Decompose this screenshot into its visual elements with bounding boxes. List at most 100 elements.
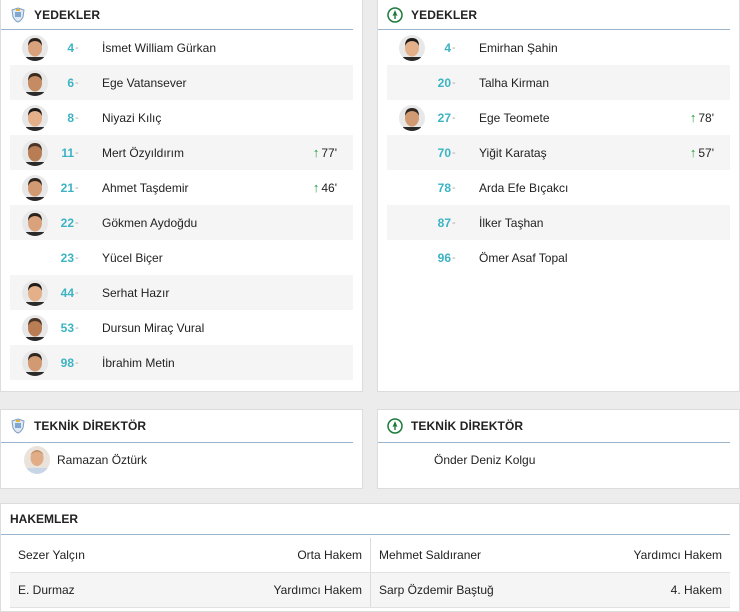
referees-table: Sezer Yalçın Orta Hakem Mehmet Saldıraner Y… <box>10 538 730 608</box>
player-photo <box>22 105 48 131</box>
separator-dash: - <box>75 216 79 229</box>
player-number: 96 <box>437 250 451 265</box>
player-photo-image <box>399 105 425 131</box>
home-team-crest-icon <box>11 6 25 23</box>
home-subs-header: YEDEKLER <box>1 0 353 30</box>
player-photo <box>22 350 48 376</box>
referee-name: E. Durmaz <box>18 583 75 597</box>
away-subs-header: YEDEKLER <box>378 0 730 30</box>
separator-dash: - <box>452 181 456 194</box>
player-name[interactable]: Gökmen Aydoğdu <box>102 215 198 230</box>
player-row[interactable]: 21- Ahmet Taşdemir ↑ 46' <box>10 170 353 205</box>
separator-dash: - <box>452 146 456 159</box>
player-row[interactable]: 27- Ege Teomete ↑ 78' <box>387 100 730 135</box>
referee-name: Sarp Özdemir Baştuğ <box>379 583 494 597</box>
referee-role: 4. Hakem <box>670 583 722 597</box>
player-row[interactable]: 70- Yiğit Karataş ↑ 57' <box>387 135 730 170</box>
referee-cell[interactable]: E. Durmaz Yardımcı Hakem <box>10 573 370 607</box>
separator-dash: - <box>452 76 456 89</box>
player-row[interactable]: 96- Ömer Asaf Topal <box>387 240 730 275</box>
player-row[interactable]: 6- Ege Vatansever <box>10 65 353 100</box>
home-subs-panel: YEDEKLER 4- İsmet William Gürkan 6- Ege Vat… <box>0 0 363 392</box>
referee-cell[interactable]: Sarp Özdemir Baştuğ 4. Hakem <box>370 573 730 607</box>
player-photo-image <box>22 350 48 376</box>
player-name[interactable]: Arda Efe Bıçakcı <box>479 180 569 195</box>
referee-name: Mehmet Saldıraner <box>379 548 482 562</box>
away-coach-panel: TEKNİK DİREKTÖR Önder Deniz Kolgu <box>377 409 740 489</box>
separator-dash: - <box>75 76 79 89</box>
player-name[interactable]: İlker Taşhan <box>479 215 544 230</box>
player-photo-image <box>22 175 48 201</box>
player-name[interactable]: Ege Teomete <box>479 110 550 125</box>
separator-dash: - <box>452 41 456 54</box>
player-number: 20 <box>437 75 451 90</box>
away-subs-title: YEDEKLER <box>411 7 478 22</box>
separator-dash: - <box>75 111 79 124</box>
player-number: 70 <box>437 145 451 160</box>
home-coach-header: TEKNİK DİREKTÖR <box>1 410 353 443</box>
substitution-minute: 77' <box>321 145 337 160</box>
player-row[interactable]: 78- Arda Efe Bıçakcı <box>387 170 730 205</box>
player-name[interactable]: Niyazi Kılıç <box>102 110 162 125</box>
separator-dash: - <box>75 251 79 264</box>
player-row[interactable]: 11- Mert Özyıldırım ↑ 77' <box>10 135 353 170</box>
player-row[interactable]: 20- Talha Kirman <box>387 65 730 100</box>
player-name[interactable]: Yücel Biçer <box>102 250 163 265</box>
player-number: 8 <box>67 110 74 125</box>
arrow-up-icon: ↑ <box>689 110 697 125</box>
referee-row: Sezer Yalçın Orta Hakem Mehmet Saldıraner Y… <box>10 538 730 573</box>
player-name[interactable]: Yiğit Karataş <box>479 145 547 160</box>
player-name[interactable]: Ahmet Taşdemir <box>102 180 189 195</box>
player-row[interactable]: 4- Emirhan Şahin <box>387 30 730 65</box>
player-row[interactable]: 98- İbrahim Metin <box>10 345 353 380</box>
player-row[interactable]: 53- Dursun Miraç Vural <box>10 310 353 345</box>
referee-name: Sezer Yalçın <box>18 548 85 562</box>
player-photo-image <box>22 140 48 166</box>
referee-role: Yardımcı Hakem <box>273 583 362 597</box>
home-team-crest-icon <box>11 418 25 434</box>
player-number: 78 <box>437 180 451 195</box>
away-coach-row[interactable]: Önder Deniz Kolgu <box>387 442 730 477</box>
player-photo-image <box>399 35 425 61</box>
referee-cell[interactable]: Mehmet Saldıraner Yardımcı Hakem <box>370 538 730 572</box>
player-name[interactable]: Ege Vatansever <box>102 75 187 90</box>
player-name[interactable]: İbrahim Metin <box>102 355 175 370</box>
player-name[interactable]: Mert Özyıldırım <box>102 145 185 160</box>
player-name[interactable]: Ömer Asaf Topal <box>479 250 568 265</box>
player-name[interactable]: Dursun Miraç Vural <box>102 320 205 335</box>
substitution-info: ↑ 57' <box>690 145 714 160</box>
player-row[interactable]: 8- Niyazi Kılıç <box>10 100 353 135</box>
arrow-up-icon: ↑ <box>312 180 320 195</box>
player-number: 44 <box>60 285 74 300</box>
player-row[interactable]: 87- İlker Taşhan <box>387 205 730 240</box>
substitution-minute: 46' <box>321 180 337 195</box>
player-name[interactable]: Talha Kirman <box>479 75 550 90</box>
home-coach-row[interactable]: Ramazan Öztürk <box>10 442 353 477</box>
player-number: 98 <box>60 355 74 370</box>
arrow-up-icon: ↑ <box>689 145 697 160</box>
player-row[interactable]: 44- Serhat Hazır <box>10 275 353 310</box>
separator-dash: - <box>75 41 79 54</box>
player-number: 4 <box>67 40 74 55</box>
substitution-info: ↑ 78' <box>690 110 714 125</box>
referee-cell[interactable]: Sezer Yalçın Orta Hakem <box>10 538 370 572</box>
away-coach-header: TEKNİK DİREKTÖR <box>378 410 730 443</box>
player-photo <box>22 35 48 61</box>
player-photo <box>22 140 48 166</box>
home-coach-title: TEKNİK DİREKTÖR <box>34 419 147 433</box>
substitution-minute: 57' <box>698 145 714 160</box>
separator-dash: - <box>452 216 456 229</box>
player-name[interactable]: İsmet William Gürkan <box>102 40 217 55</box>
player-row[interactable]: 23- Yücel Biçer <box>10 240 353 275</box>
away-team-crest-icon <box>387 6 403 23</box>
home-subs-list: 4- İsmet William Gürkan 6- Ege Vatansever 8-… <box>10 30 353 380</box>
referee-role: Orta Hakem <box>297 548 362 562</box>
player-name[interactable]: Emirhan Şahin <box>479 40 558 55</box>
player-row[interactable]: 22- Gökmen Aydoğdu <box>10 205 353 240</box>
player-row[interactable]: 4- İsmet William Gürkan <box>10 30 353 65</box>
player-number: 21 <box>60 180 74 195</box>
away-coach-name: Önder Deniz Kolgu <box>434 452 536 467</box>
player-number: 23 <box>60 250 74 265</box>
home-coach-panel: TEKNİK DİREKTÖR Ramazan Öztürk <box>0 409 363 489</box>
player-name[interactable]: Serhat Hazır <box>102 285 170 300</box>
